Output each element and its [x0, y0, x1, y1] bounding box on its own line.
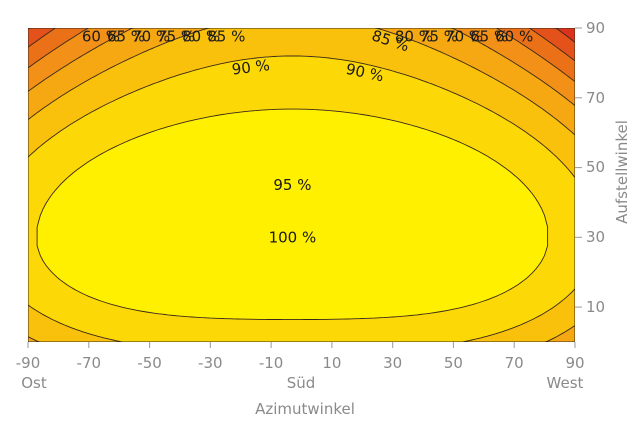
x-tick-label: -70	[77, 354, 102, 372]
contour-label-80-right: 80 %	[395, 28, 433, 46]
x-tick-label: -10	[259, 354, 284, 372]
contour-label-85-left: 85 %	[207, 28, 245, 46]
contour-label-90-left: 90 %	[231, 56, 271, 79]
contour-label-75-left: 75 %	[157, 28, 195, 46]
x-tick-label: -50	[137, 354, 162, 372]
y-tick-label: 30	[586, 228, 605, 246]
contour-line-95	[36, 108, 549, 321]
contour-label-70-left: 70 %	[132, 28, 170, 46]
y-tick-label: 90	[586, 19, 605, 37]
direction-label-ost: Ost	[21, 374, 47, 392]
x-tick-label: -30	[198, 354, 223, 372]
plot-area	[28, 28, 575, 342]
contour-label-75-right: 75 %	[420, 28, 458, 46]
band-95	[37, 109, 548, 320]
direction-label-west: West	[547, 374, 584, 392]
y-tick-label: 10	[586, 298, 605, 316]
x-tick-label: 50	[444, 354, 463, 372]
contour-label-60-right: 60 %	[495, 28, 533, 46]
contour-label-100: 100 %	[269, 228, 317, 246]
x-axis-title: Azimutwinkel	[255, 400, 355, 418]
x-tick-label: -90	[16, 354, 41, 372]
contour-label-60-left: 60 %	[82, 28, 120, 46]
contour-label-70-right: 70 %	[445, 28, 483, 46]
y-axis-title: Aufstellwinkel	[613, 120, 631, 224]
x-tick-label: 70	[505, 354, 524, 372]
contour-lines	[28, 28, 575, 342]
contour-line-90	[28, 55, 575, 342]
contour-label-65-left: 65 %	[107, 28, 145, 46]
x-tick-label: 30	[383, 354, 402, 372]
contour-label-80-left: 80 %	[182, 28, 220, 46]
y-tick-label: 70	[586, 89, 605, 107]
contour-label-95: 95 %	[273, 176, 311, 194]
direction-label-sued: Süd	[287, 374, 316, 392]
y-axis: 10 30 50 70 90 Aufstellwinkel	[575, 19, 631, 316]
contour-label-65-right: 65 %	[470, 28, 508, 46]
x-tick-label: 10	[322, 354, 341, 372]
x-tick-label: 90	[565, 354, 584, 372]
y-tick-label: 50	[586, 158, 605, 176]
x-axis: -90 -70 -50 -30 -10 10 30 50 70 90 Ost S…	[16, 342, 585, 418]
